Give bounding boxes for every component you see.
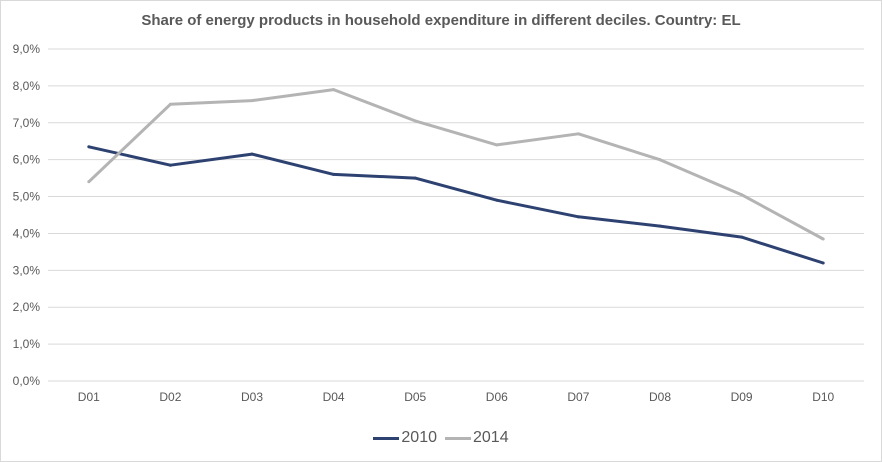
y-tick-label: 8,0%: [13, 79, 41, 93]
legend-swatch-2014: [445, 436, 471, 440]
legend: 2010 2014: [0, 429, 882, 447]
data-point-2014-D10[interactable]: [821, 237, 825, 241]
x-tick-label: D07: [567, 390, 589, 404]
data-point-2010-D07[interactable]: [576, 215, 580, 219]
y-tick-label: 0,0%: [13, 374, 41, 388]
data-point-2010-D03[interactable]: [250, 152, 254, 156]
data-point-2014-D01[interactable]: [87, 180, 91, 184]
data-point-2014-D05[interactable]: [413, 119, 417, 123]
data-point-2014-D07[interactable]: [576, 132, 580, 136]
data-point-2014-D08[interactable]: [658, 158, 662, 162]
x-tick-label: D05: [404, 390, 426, 404]
x-axis-ticks: D01 D02 D03 D04 D05 D06 D07 D08 D09 D10: [78, 390, 835, 404]
legend-swatch-2010: [373, 436, 400, 440]
series-lines: [87, 88, 825, 265]
data-point-2010-D05[interactable]: [413, 176, 417, 180]
y-tick-label: 6,0%: [13, 153, 41, 167]
y-tick-label: 2,0%: [13, 300, 41, 314]
data-point-2014-D06[interactable]: [495, 143, 499, 147]
data-point-2010-D02[interactable]: [168, 163, 172, 167]
series-line-2014[interactable]: [87, 88, 824, 241]
chart-title: Share of energy products in household ex…: [141, 12, 741, 29]
legend-item-2014[interactable]: 2014: [445, 429, 509, 447]
y-tick-label: 1,0%: [13, 337, 41, 351]
data-point-2010-D01[interactable]: [87, 145, 91, 149]
x-tick-label: D04: [323, 390, 345, 404]
gridlines: [48, 48, 864, 382]
data-point-2014-D04[interactable]: [332, 88, 336, 92]
data-point-2014-D03[interactable]: [250, 99, 254, 103]
data-point-2010-D09[interactable]: [740, 235, 744, 239]
x-tick-label: D01: [78, 390, 100, 404]
x-tick-label: D03: [241, 390, 263, 404]
data-point-2010-D08[interactable]: [658, 224, 662, 228]
y-tick-label: 5,0%: [13, 190, 41, 204]
x-tick-label: D08: [649, 390, 671, 404]
y-tick-label: 4,0%: [13, 226, 41, 240]
y-tick-label: 3,0%: [13, 263, 41, 277]
data-point-2010-D10[interactable]: [821, 261, 825, 265]
data-point-2014-D09[interactable]: [740, 193, 744, 197]
y-tick-label: 9,0%: [13, 42, 41, 56]
data-point-2014-D02[interactable]: [168, 102, 172, 106]
x-tick-label: D02: [159, 390, 181, 404]
x-tick-label: D10: [812, 390, 834, 404]
legend-label-2014: 2014: [473, 429, 509, 446]
y-axis-ticks: 0,0% 1,0% 2,0% 3,0% 4,0% 5,0% 6,0% 7,0% 8,0% 9,0%: [13, 42, 41, 388]
legend-label-2010: 2010: [401, 429, 437, 446]
data-point-2010-D04[interactable]: [332, 172, 336, 176]
series-line-2010[interactable]: [88, 145, 824, 265]
legend-item-2010[interactable]: 2010: [373, 429, 437, 447]
x-tick-label: D09: [731, 390, 753, 404]
x-tick-label: D06: [486, 390, 508, 404]
data-point-2010-D06[interactable]: [495, 198, 499, 202]
y-tick-label: 7,0%: [13, 116, 41, 130]
